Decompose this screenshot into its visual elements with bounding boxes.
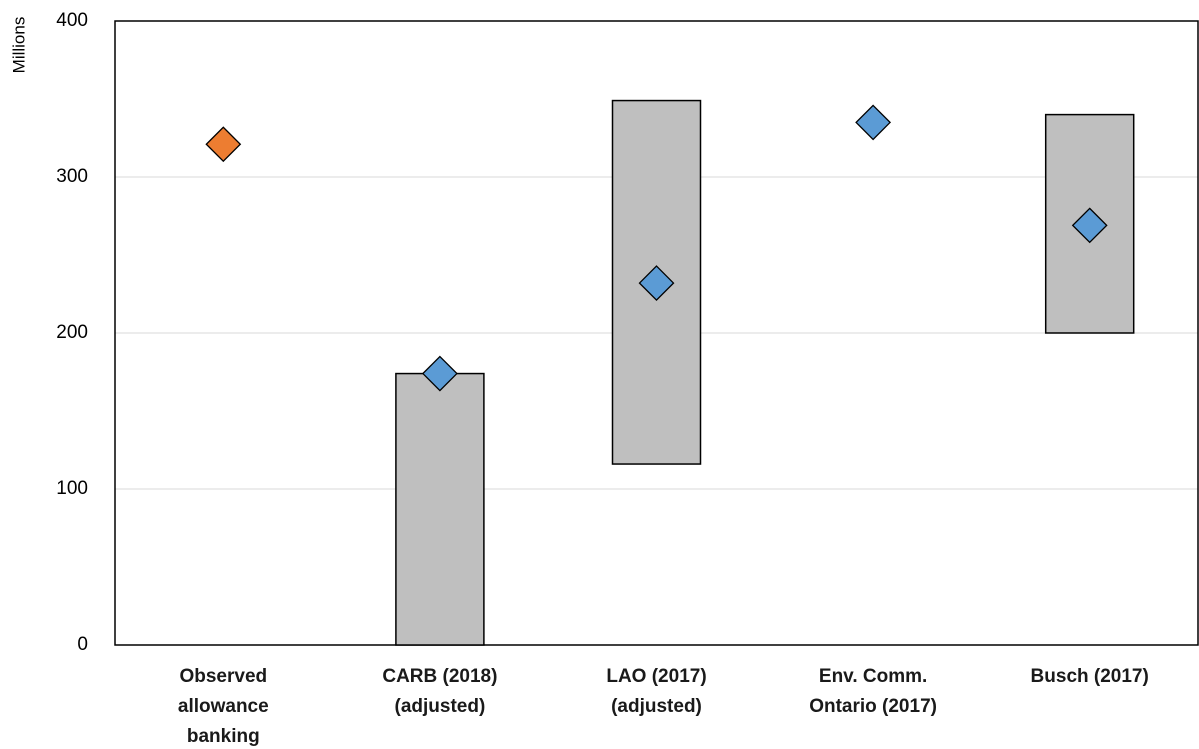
estimate-marker <box>855 104 892 141</box>
y-tick-label: 400 <box>56 10 88 31</box>
y-tick-label: 300 <box>56 166 88 187</box>
y-tick-label: 100 <box>56 478 88 499</box>
estimate-marker <box>421 355 458 392</box>
x-tick-label: (adjusted) <box>611 696 702 717</box>
x-tick-label: Busch (2017) <box>1031 666 1149 687</box>
estimate-marker <box>1071 207 1108 244</box>
x-tick-label: Ontario (2017) <box>809 696 937 717</box>
x-tick-label: Env. Comm. <box>819 666 927 687</box>
x-tick-label: (adjusted) <box>395 696 486 717</box>
estimate-marker <box>205 126 242 163</box>
y-tick-label: 200 <box>56 322 88 343</box>
y-axis-label: Millions <box>9 17 28 74</box>
x-tick-label: LAO (2017) <box>606 666 706 687</box>
x-tick-label: banking <box>187 726 260 747</box>
estimate-marker <box>638 265 675 301</box>
x-tick-label: CARB (2018) <box>382 666 497 687</box>
x-tick-label: allowance <box>178 696 269 717</box>
plot-frame <box>114 20 1199 646</box>
x-tick-label: Observed <box>179 666 267 687</box>
y-tick-label: 0 <box>77 634 88 655</box>
range-bar <box>395 372 485 646</box>
